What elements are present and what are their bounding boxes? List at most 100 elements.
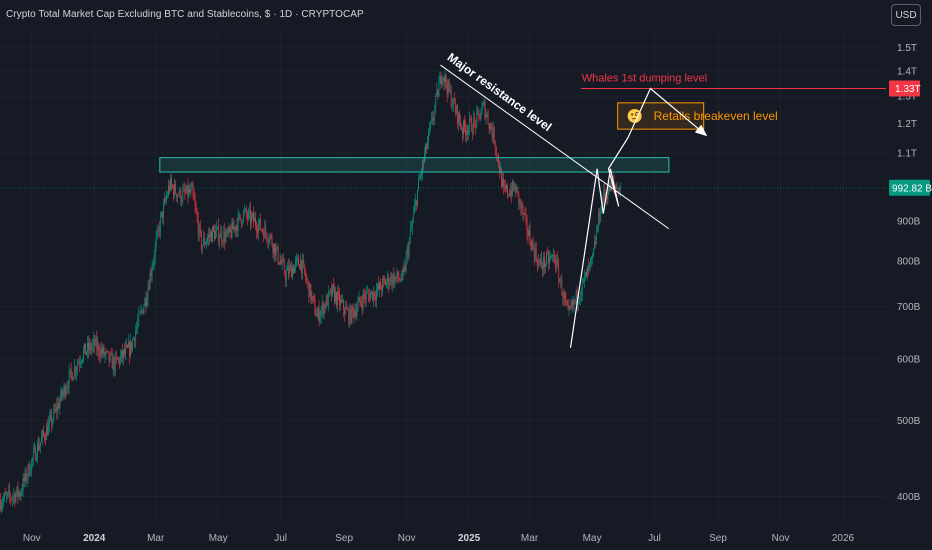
candle-body (510, 190, 511, 196)
candle (356, 301, 358, 322)
candle-body (99, 354, 101, 357)
candle-body (590, 259, 591, 264)
candle-body (592, 256, 593, 258)
candle-body (281, 259, 283, 264)
candle (171, 174, 172, 191)
candle (393, 266, 395, 289)
candle (327, 285, 329, 312)
candle (440, 71, 442, 90)
candle (90, 339, 92, 355)
candle-body (298, 258, 299, 266)
candle-body (557, 259, 559, 265)
candle (189, 182, 191, 194)
candle (224, 223, 226, 251)
candle-body (342, 299, 343, 302)
candle-body (478, 110, 480, 114)
candle-body (153, 257, 155, 263)
candle-body (90, 343, 92, 351)
candle (469, 111, 470, 136)
candle-body (359, 297, 361, 303)
candle-body (123, 349, 124, 358)
candle (267, 237, 269, 249)
candle-body (515, 186, 517, 193)
candle (434, 103, 436, 125)
candle-body (156, 229, 158, 238)
candle (564, 289, 566, 306)
candle (386, 278, 388, 289)
candle-body (338, 291, 339, 294)
candle-body (14, 494, 16, 503)
candle (256, 220, 257, 240)
candle (167, 191, 168, 199)
candle (10, 492, 12, 506)
candle (452, 97, 454, 113)
candle (416, 199, 417, 211)
candle-body (213, 226, 214, 231)
candle (600, 206, 602, 223)
candle-body (54, 409, 56, 411)
candle (174, 178, 175, 199)
candle (249, 203, 250, 220)
candle-body (273, 243, 275, 253)
candle (358, 291, 360, 302)
candle (529, 222, 531, 247)
candle-body (362, 293, 364, 309)
candle-body (235, 225, 237, 231)
candle-body (340, 299, 341, 306)
currency-button[interactable]: USD (891, 4, 921, 26)
candle-body (145, 297, 147, 306)
candle (225, 227, 227, 244)
candle (183, 182, 185, 192)
retail-label: Retails breakeven level (654, 109, 778, 123)
candle-body (426, 144, 427, 150)
candle (369, 290, 371, 301)
candle (254, 212, 255, 222)
candle-body (190, 187, 192, 193)
candle (165, 195, 166, 204)
candle (441, 76, 443, 88)
candle (336, 291, 337, 309)
time-axis[interactable]: Nov 2024 Mar May Jul Sep Nov 2025 Mar May Jul Sep No… (23, 533, 855, 544)
candle (79, 355, 80, 373)
candle-body (443, 77, 445, 82)
candle (602, 195, 604, 205)
candle (397, 271, 399, 283)
candle-body (562, 294, 564, 299)
candle-body (387, 275, 389, 282)
candle-body (279, 261, 281, 265)
candle (265, 221, 267, 239)
candle (429, 122, 431, 137)
candle (328, 290, 330, 297)
candle-body (322, 302, 324, 315)
candle-body (569, 306, 571, 307)
candle-body (32, 450, 34, 459)
candle (213, 225, 214, 233)
candle (346, 300, 348, 310)
retail-box[interactable] (617, 102, 705, 130)
candle-body (216, 228, 217, 232)
resistance-zone[interactable] (159, 157, 670, 173)
candle (571, 296, 573, 314)
candle (343, 298, 345, 318)
candle-body (428, 131, 430, 142)
candle (238, 211, 240, 221)
candle-body (171, 178, 172, 186)
candle (454, 97, 456, 117)
y-tick-label: 1.2T (897, 119, 917, 130)
candle-body (228, 226, 230, 234)
candle-body (151, 268, 153, 276)
price-axis[interactable]: 1.5T 1.4T 1.3T 1.2T 1.1T 900B 800B 700B 600B 500B… (897, 43, 921, 503)
projection-path[interactable] (569, 87, 707, 348)
resistance-trendline[interactable] (440, 64, 670, 230)
candle-body (418, 179, 419, 190)
candle (361, 295, 363, 316)
candle (285, 265, 287, 288)
candle-body (614, 185, 616, 187)
candle-body (0, 500, 1, 510)
candle-body (320, 309, 322, 316)
candle-body (329, 289, 331, 292)
candle (290, 262, 291, 272)
candle-body (9, 490, 11, 496)
candle (65, 383, 67, 399)
